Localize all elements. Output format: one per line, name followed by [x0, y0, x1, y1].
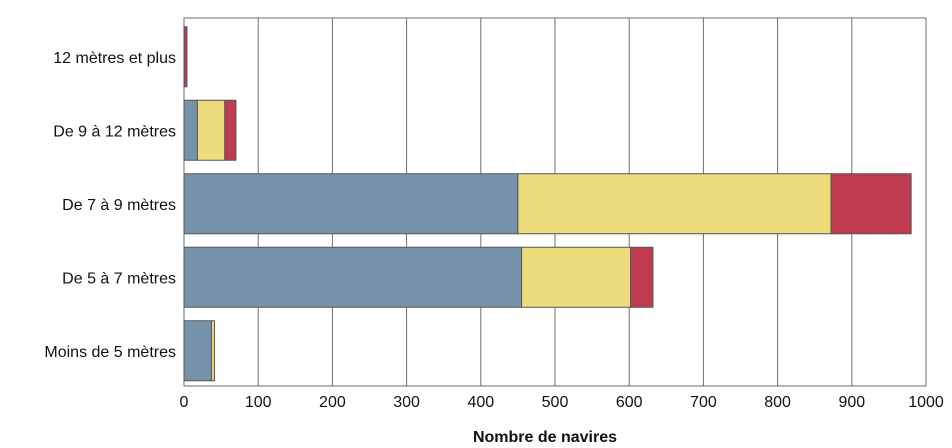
x-tick-label: 700	[690, 394, 717, 411]
x-axis-title: Nombre de navires	[473, 429, 617, 446]
bar-segment	[830, 173, 912, 235]
x-tick-label: 200	[319, 394, 346, 411]
bar-segment	[183, 173, 519, 235]
bar-segment	[517, 173, 832, 235]
bar-segment	[183, 246, 523, 308]
tick-labels: 0 100 200 300 400 500 600 700 800 900 1000	[180, 394, 944, 411]
category-label: De 9 à 12 mètres	[53, 123, 176, 140]
bar-segment	[183, 99, 198, 161]
bar-segment	[183, 320, 212, 382]
x-tick-label: 600	[616, 394, 643, 411]
x-tick-label: 500	[542, 394, 569, 411]
category-labels: 12 mètres et plus De 9 à 12 mètres De 7 à …	[44, 50, 176, 361]
x-tick-label: 800	[764, 394, 791, 411]
bar-segment	[224, 99, 237, 161]
bar-segment	[196, 99, 226, 161]
category-label: De 5 à 7 mètres	[62, 270, 176, 287]
bar-segment	[521, 246, 632, 308]
bars	[183, 26, 912, 382]
category-label: 12 mètres et plus	[53, 50, 176, 67]
x-tick-label: 100	[245, 394, 272, 411]
bar-segment	[630, 246, 654, 308]
x-tick-label: 1000	[908, 394, 944, 411]
x-tick-label: 900	[838, 394, 865, 411]
x-tick-label: 300	[393, 394, 420, 411]
x-tick-label: 0	[180, 394, 189, 411]
bar-segment	[183, 26, 188, 88]
bar-segment	[210, 320, 215, 382]
x-tick-label: 400	[467, 394, 494, 411]
category-label: Moins de 5 mètres	[44, 344, 176, 361]
category-label: De 7 à 9 mètres	[62, 197, 176, 214]
